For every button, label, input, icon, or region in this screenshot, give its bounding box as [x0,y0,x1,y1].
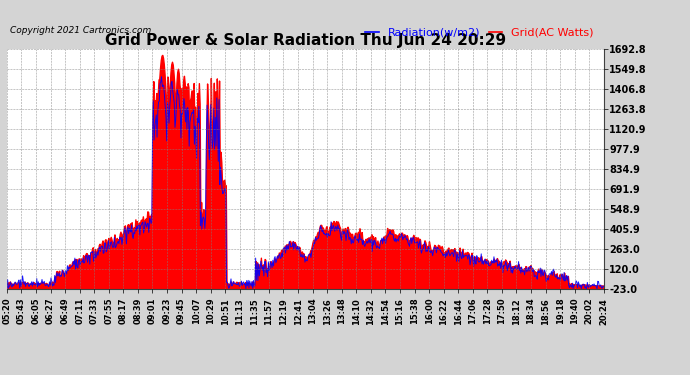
Title: Grid Power & Solar Radiation Thu Jun 24 20:29: Grid Power & Solar Radiation Thu Jun 24 … [105,33,506,48]
Text: Copyright 2021 Cartronics.com: Copyright 2021 Cartronics.com [10,26,152,35]
Legend: Radiation(w/m2), Grid(AC Watts): Radiation(w/m2), Grid(AC Watts) [361,23,598,42]
